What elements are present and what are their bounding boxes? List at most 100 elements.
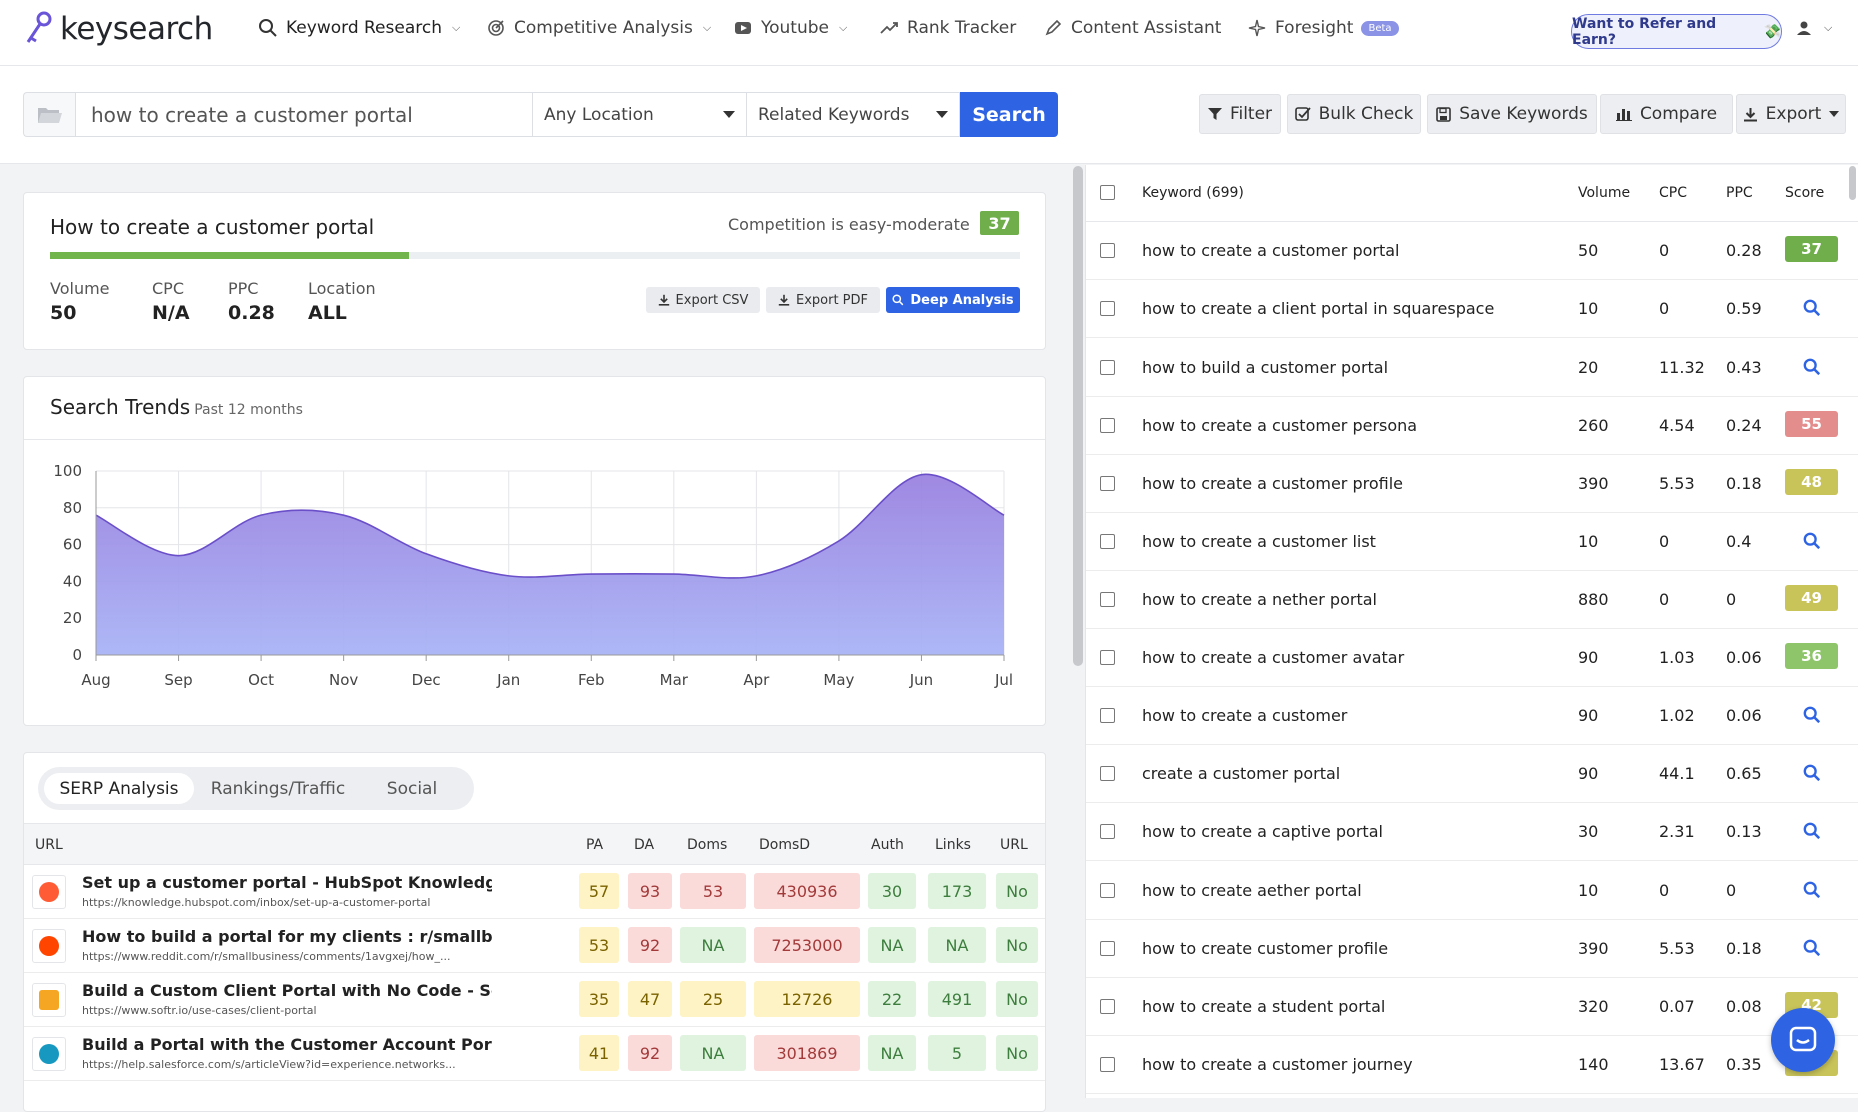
col-keyword[interactable]: Keyword (699) (1142, 185, 1244, 201)
keyword-keyword[interactable]: how to create customer profile (1142, 939, 1388, 958)
folder-button[interactable] (23, 92, 75, 137)
export-button[interactable]: Export (1736, 94, 1846, 134)
right-pane-scrollbar[interactable] (1849, 166, 1856, 200)
keyword-keyword[interactable]: how to create a customer list (1142, 532, 1376, 551)
check-score-search-icon[interactable] (1803, 706, 1821, 724)
check-score-search-icon[interactable] (1803, 764, 1821, 782)
table-row[interactable]: Set up a customer portal - HubSpot Knowl… (24, 865, 1045, 919)
keyword-keyword[interactable]: how to create a customer (1142, 706, 1347, 725)
left-pane-scrollbar[interactable] (1073, 166, 1083, 666)
row-checkbox[interactable] (1100, 592, 1115, 607)
row-checkbox[interactable] (1100, 650, 1115, 665)
nav-competitive-analysis[interactable]: Competitive Analysis ⌵ (486, 18, 711, 38)
serp-result-title[interactable]: Set up a customer portal - HubSpot Knowl… (82, 873, 492, 892)
keyword-keyword[interactable]: how to create a captive portal (1142, 822, 1383, 841)
serp-result-title[interactable]: How to build a portal for my clients : r… (82, 927, 492, 946)
tab-rankings-traffic[interactable]: Rankings/Traffic (198, 773, 358, 804)
keyword-search-input[interactable] (75, 92, 533, 137)
keyword-keyword[interactable]: how to create a student portal (1142, 997, 1385, 1016)
keysearch-logo[interactable]: keysearch (24, 10, 213, 48)
export-csv-button[interactable]: Export CSV (646, 287, 760, 313)
keyword-keyword[interactable]: how to create a customer profile (1142, 474, 1403, 493)
row-checkbox[interactable] (1100, 476, 1115, 491)
keyword-keyword[interactable]: how to create a customer journey (1142, 1055, 1413, 1074)
keyword-keyword[interactable]: how to create a client portal in squares… (1142, 299, 1494, 318)
serp-result-url[interactable]: https://help.salesforce.com/s/articleVie… (82, 1058, 492, 1071)
compare-button[interactable]: Compare (1600, 94, 1733, 134)
keyword-keyword[interactable]: how to create aether portal (1142, 881, 1362, 900)
nav-youtube[interactable]: Youtube ⌵ (733, 18, 847, 38)
bulk-check-button[interactable]: Bulk Check (1287, 94, 1421, 134)
nav-rank-tracker[interactable]: Rank Tracker (879, 18, 1016, 38)
keyword-keyword[interactable]: create a customer portal (1142, 764, 1340, 783)
check-score-search-icon[interactable] (1803, 358, 1821, 376)
serp-result-url[interactable]: https://www.softr.io/use-cases/client-po… (82, 1004, 492, 1017)
keyword-row[interactable]: how to create a client portal in squares… (1086, 280, 1858, 338)
keyword-keyword[interactable]: how to create a nether portal (1142, 590, 1377, 609)
keyword-keyword[interactable]: how to create a customer avatar (1142, 648, 1404, 667)
row-checkbox[interactable] (1100, 941, 1115, 956)
serp-result-title[interactable]: Build a Custom Client Portal with No Cod… (82, 981, 492, 1000)
row-checkbox[interactable] (1100, 708, 1115, 723)
tab-serp-analysis[interactable]: SERP Analysis (44, 773, 194, 804)
serp-result-url[interactable]: https://www.reddit.com/r/smallbusiness/c… (82, 950, 492, 963)
row-checkbox[interactable] (1100, 301, 1115, 316)
row-checkbox[interactable] (1100, 824, 1115, 839)
refer-and-earn-button[interactable]: Want to Refer and Earn? 💸 (1571, 14, 1782, 49)
keyword-keyword[interactable]: how to build a customer portal (1142, 358, 1388, 377)
row-checkbox[interactable] (1100, 999, 1115, 1014)
col-volume[interactable]: Volume (1578, 185, 1630, 201)
export-pdf-label: Export PDF (796, 293, 868, 308)
col-ppc[interactable]: PPC (1726, 185, 1753, 201)
chat-launcher-button[interactable] (1771, 1008, 1835, 1072)
row-checkbox[interactable] (1100, 883, 1115, 898)
tab-social[interactable]: Social (362, 773, 462, 804)
row-checkbox[interactable] (1100, 766, 1115, 781)
user-menu[interactable]: ⌵ (1796, 20, 1832, 36)
check-score-search-icon[interactable] (1803, 532, 1821, 550)
keyword-mode-select[interactable]: Related Keywords (747, 92, 960, 137)
filter-button[interactable]: Filter (1199, 94, 1281, 134)
search-button[interactable]: Search (960, 92, 1058, 137)
table-row[interactable]: How to build a portal for my clients : r… (24, 919, 1045, 973)
col-score[interactable]: Score (1785, 185, 1824, 201)
row-checkbox[interactable] (1100, 534, 1115, 549)
keyword-keyword[interactable]: how to create a customer portal (1142, 241, 1400, 260)
row-checkbox[interactable] (1100, 1057, 1115, 1072)
export-pdf-button[interactable]: Export PDF (766, 287, 880, 313)
check-score-search-icon[interactable] (1803, 939, 1821, 957)
serp-result-title[interactable]: Build a Portal with the Customer Account… (82, 1035, 492, 1054)
check-score-search-icon[interactable] (1803, 881, 1821, 899)
table-row[interactable]: Build a Portal with the Customer Account… (24, 1027, 1045, 1081)
nav-keyword-research[interactable]: Keyword Research ⌵ (258, 18, 460, 38)
save-keywords-button[interactable]: Save Keywords (1427, 94, 1597, 134)
serp-result-url[interactable]: https://knowledge.hubspot.com/inbox/set-… (82, 896, 492, 909)
row-checkbox[interactable] (1100, 243, 1115, 258)
nav-foresight[interactable]: Foresight Beta (1247, 18, 1399, 38)
row-checkbox[interactable] (1100, 360, 1115, 375)
nav-content-assistant[interactable]: Content Assistant (1043, 18, 1221, 38)
row-checkbox[interactable] (1100, 418, 1115, 433)
keyword-keyword[interactable]: how to create a customer persona (1142, 416, 1417, 435)
select-all-checkbox[interactable] (1100, 185, 1115, 200)
deep-analysis-button[interactable]: Deep Analysis (886, 287, 1020, 313)
col-cpc[interactable]: CPC (1659, 185, 1687, 201)
location-select[interactable]: Any Location (533, 92, 747, 137)
table-row[interactable]: Build a Custom Client Portal with No Cod… (24, 973, 1045, 1027)
check-score-search-icon[interactable] (1803, 822, 1821, 840)
check-score-search-icon[interactable] (1803, 299, 1821, 317)
